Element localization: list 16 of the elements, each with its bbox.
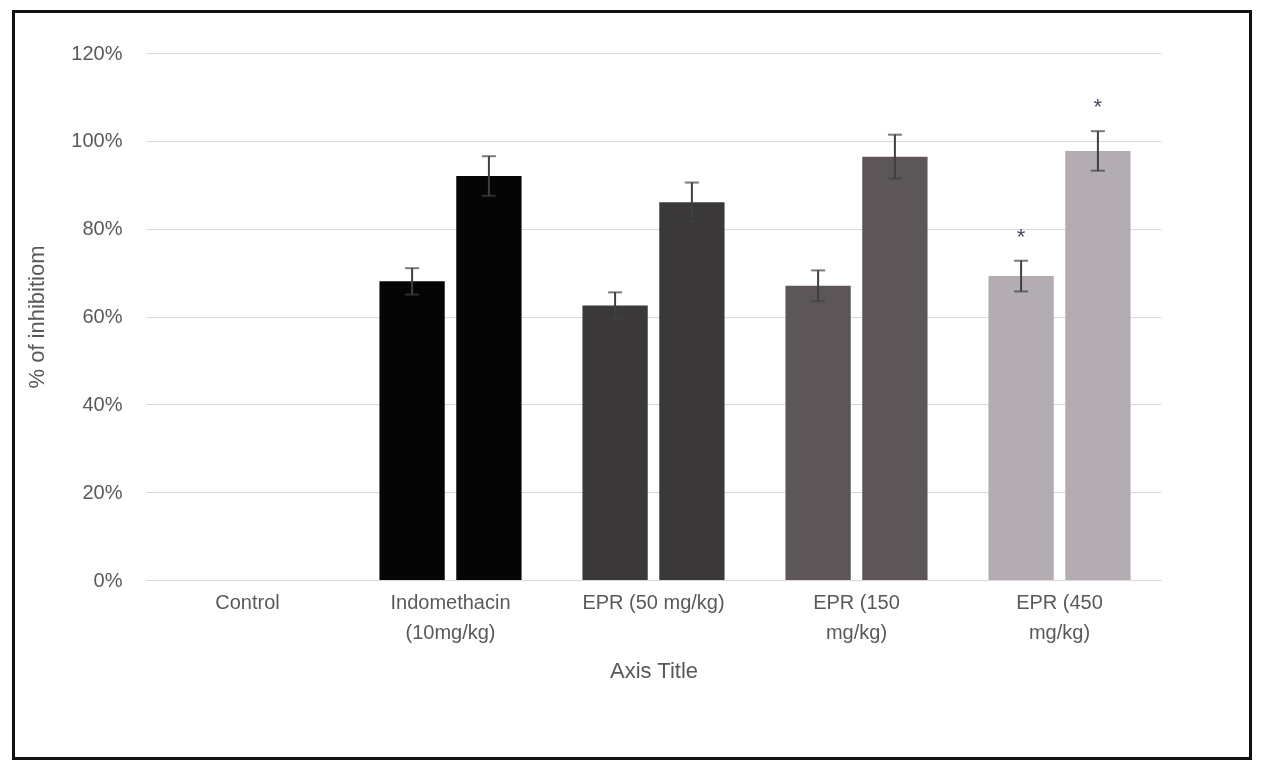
y-axis-title: % of inhibitiom	[24, 245, 50, 389]
y-tick-label: 100%	[71, 129, 123, 152]
x-tick-label: Indomethacin (10mg/kg)	[390, 590, 511, 643]
y-tick-label: 60%	[82, 305, 123, 327]
x-tick-label: EPR (50 mg/kg)	[582, 590, 725, 613]
y-tick-label: 20%	[82, 480, 123, 503]
x-tick-label: EPR (150 mg/kg)	[813, 590, 900, 643]
x-axis-title: Axis Title	[609, 657, 699, 683]
y-tick-label: 120%	[71, 41, 123, 64]
y-tick-label: 0%	[93, 568, 123, 591]
y-tick-label: 80%	[82, 217, 123, 240]
data-label: *	[1016, 223, 1026, 249]
x-tick-label: EPR (450 mg/kg)	[1016, 590, 1103, 643]
y-tick-label: 40%	[82, 392, 123, 415]
x-tick-label: Control	[215, 590, 280, 613]
data-label: *	[1093, 94, 1103, 120]
